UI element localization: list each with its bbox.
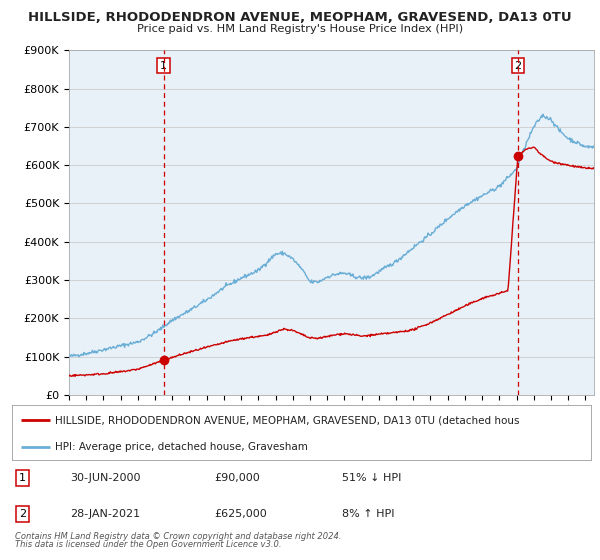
Text: This data is licensed under the Open Government Licence v3.0.: This data is licensed under the Open Gov… — [15, 540, 281, 549]
Text: £90,000: £90,000 — [215, 473, 260, 483]
Text: 30-JUN-2000: 30-JUN-2000 — [70, 473, 140, 483]
Text: Contains HM Land Registry data © Crown copyright and database right 2024.: Contains HM Land Registry data © Crown c… — [15, 532, 341, 541]
Text: HILLSIDE, RHODODENDRON AVENUE, MEOPHAM, GRAVESEND, DA13 0TU: HILLSIDE, RHODODENDRON AVENUE, MEOPHAM, … — [28, 11, 572, 24]
Text: Price paid vs. HM Land Registry's House Price Index (HPI): Price paid vs. HM Land Registry's House … — [137, 24, 463, 34]
Text: 2: 2 — [514, 60, 521, 71]
Text: 28-JAN-2021: 28-JAN-2021 — [70, 509, 140, 519]
Text: 2: 2 — [19, 509, 26, 519]
Text: £625,000: £625,000 — [215, 509, 268, 519]
Text: 1: 1 — [160, 60, 167, 71]
Text: 1: 1 — [19, 473, 26, 483]
Text: HPI: Average price, detached house, Gravesham: HPI: Average price, detached house, Grav… — [55, 442, 308, 451]
Text: 51% ↓ HPI: 51% ↓ HPI — [342, 473, 401, 483]
Text: 8% ↑ HPI: 8% ↑ HPI — [342, 509, 395, 519]
Text: HILLSIDE, RHODODENDRON AVENUE, MEOPHAM, GRAVESEND, DA13 0TU (detached hous: HILLSIDE, RHODODENDRON AVENUE, MEOPHAM, … — [55, 416, 520, 425]
